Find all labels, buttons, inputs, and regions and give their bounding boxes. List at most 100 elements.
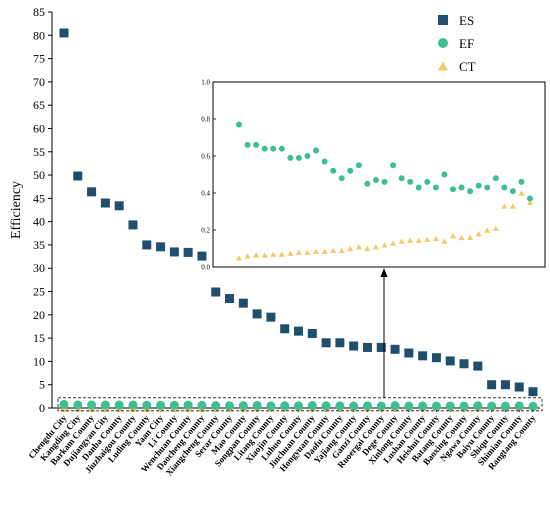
inset-ef-point	[398, 175, 405, 182]
inset-ct-point	[313, 248, 320, 254]
inset-ef-point	[424, 178, 431, 185]
main-es-point	[114, 201, 124, 211]
inset-ct-point	[509, 203, 516, 209]
inset-ct-point	[347, 245, 354, 252]
main-es-point	[266, 312, 276, 322]
inset-y-tick-label: 0.4	[201, 190, 210, 198]
main-ef-point	[294, 401, 303, 411]
inset-ct-point	[390, 240, 397, 246]
y-tick-label: 60	[33, 121, 45, 135]
main-ef-point	[266, 401, 276, 411]
y-tick-label: 15	[33, 331, 45, 345]
main-ef-point	[473, 401, 483, 411]
inset-ef-point	[321, 158, 328, 165]
y-tick-label: 20	[33, 308, 45, 322]
inset-ct-point	[407, 237, 414, 243]
inset-ef-point	[467, 188, 474, 195]
inset-ct-point	[253, 252, 260, 258]
inset-ef-point	[475, 182, 482, 189]
main-es-point	[335, 338, 345, 348]
main-es-point	[404, 348, 414, 358]
inset-ct-point	[415, 237, 422, 243]
inset-ct-point	[338, 247, 345, 254]
inset-ct-point	[458, 234, 465, 241]
main-ef-point	[197, 400, 207, 410]
main-ef-point	[87, 400, 97, 410]
inset-ef-point	[364, 180, 371, 187]
inset-ef-point	[253, 141, 260, 148]
main-ef-point	[459, 401, 469, 411]
inset-ef-point	[509, 188, 516, 195]
main-ef-point	[128, 400, 138, 410]
main-es-point	[87, 187, 97, 197]
y-tick-label: 45	[33, 191, 45, 205]
inset-ef-point	[527, 195, 533, 202]
main-ef-point	[514, 401, 524, 411]
inset-ct-point	[295, 249, 302, 255]
y-tick-label: 10	[33, 354, 45, 368]
inset-y-tick-label: 1.0	[201, 79, 210, 87]
inset-ef-point	[287, 154, 294, 161]
main-es-point	[238, 298, 248, 308]
main-ef-point	[487, 401, 497, 411]
inset-ef-point	[407, 178, 414, 185]
main-es-point	[376, 342, 386, 352]
inset-ef-point	[236, 121, 242, 128]
y-tick-label: 0	[39, 401, 45, 415]
main-es-point	[418, 351, 428, 361]
inset-ef-point	[458, 184, 465, 191]
main-ef-point	[307, 400, 317, 410]
inset-ef-point	[372, 177, 379, 184]
inset-ef-point	[390, 162, 397, 169]
inset-ef-point	[304, 153, 311, 159]
inset-y-tick-label: 0.6	[201, 153, 210, 161]
y-tick-label: 65	[33, 98, 45, 112]
main-es-point	[307, 328, 317, 338]
main-ef-point	[73, 400, 83, 410]
main-es-point	[431, 353, 441, 363]
main-es-point	[211, 287, 221, 297]
main-es-point	[528, 387, 538, 397]
main-ef-point	[114, 400, 124, 410]
inset-ct-point	[492, 225, 499, 231]
inset-ct-point	[501, 203, 508, 209]
y-tick-label: 50	[33, 168, 45, 182]
main-ef-point	[211, 401, 221, 411]
main-es-point	[100, 198, 110, 208]
legend-es-label: ES	[459, 13, 474, 28]
main-ef-point	[238, 401, 248, 411]
main-ef-point	[349, 401, 359, 411]
inset-ef-point	[449, 186, 456, 193]
main-es-point	[197, 251, 207, 261]
inset-ct-point	[398, 238, 405, 244]
inset-ef-point	[295, 154, 302, 161]
main-ef-point	[59, 399, 69, 409]
main-ef-point	[183, 400, 193, 410]
inset-ct-point	[355, 243, 362, 250]
inset-ct-point	[518, 190, 525, 196]
inset-ct-point	[287, 250, 294, 256]
inset-ct-point	[372, 243, 379, 250]
inset-ef-point	[441, 171, 448, 178]
inset-y-tick-label: 0.8	[201, 116, 210, 124]
main-es-point	[514, 382, 524, 392]
inset-ct-point	[321, 248, 328, 254]
inset-ef-point	[415, 184, 422, 191]
y-tick-label: 30	[33, 261, 45, 275]
main-es-point	[473, 361, 483, 371]
main-ef-point	[418, 401, 428, 411]
inset-ef-point	[244, 141, 251, 148]
inset-ef-point	[330, 167, 337, 174]
legend-ef-label: EF	[459, 36, 474, 51]
y-tick-label: 35	[33, 238, 45, 252]
legend-ct-label: CT	[459, 59, 476, 74]
inset-ct-point	[475, 231, 482, 237]
main-es-point	[183, 247, 193, 257]
inset-ef-point	[501, 184, 508, 191]
main-es-point	[225, 294, 235, 304]
legend: ES EF CT	[438, 13, 476, 74]
main-es-point	[500, 380, 510, 390]
main-ef-point	[390, 401, 400, 411]
main-es-point	[459, 359, 469, 369]
